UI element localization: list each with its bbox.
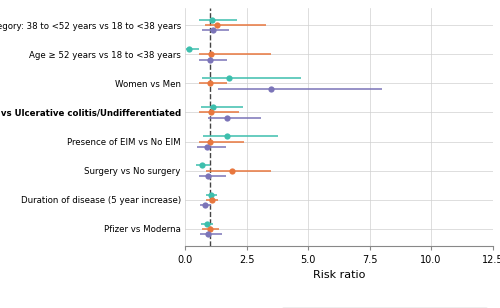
X-axis label: Risk ratio: Risk ratio xyxy=(312,270,365,280)
